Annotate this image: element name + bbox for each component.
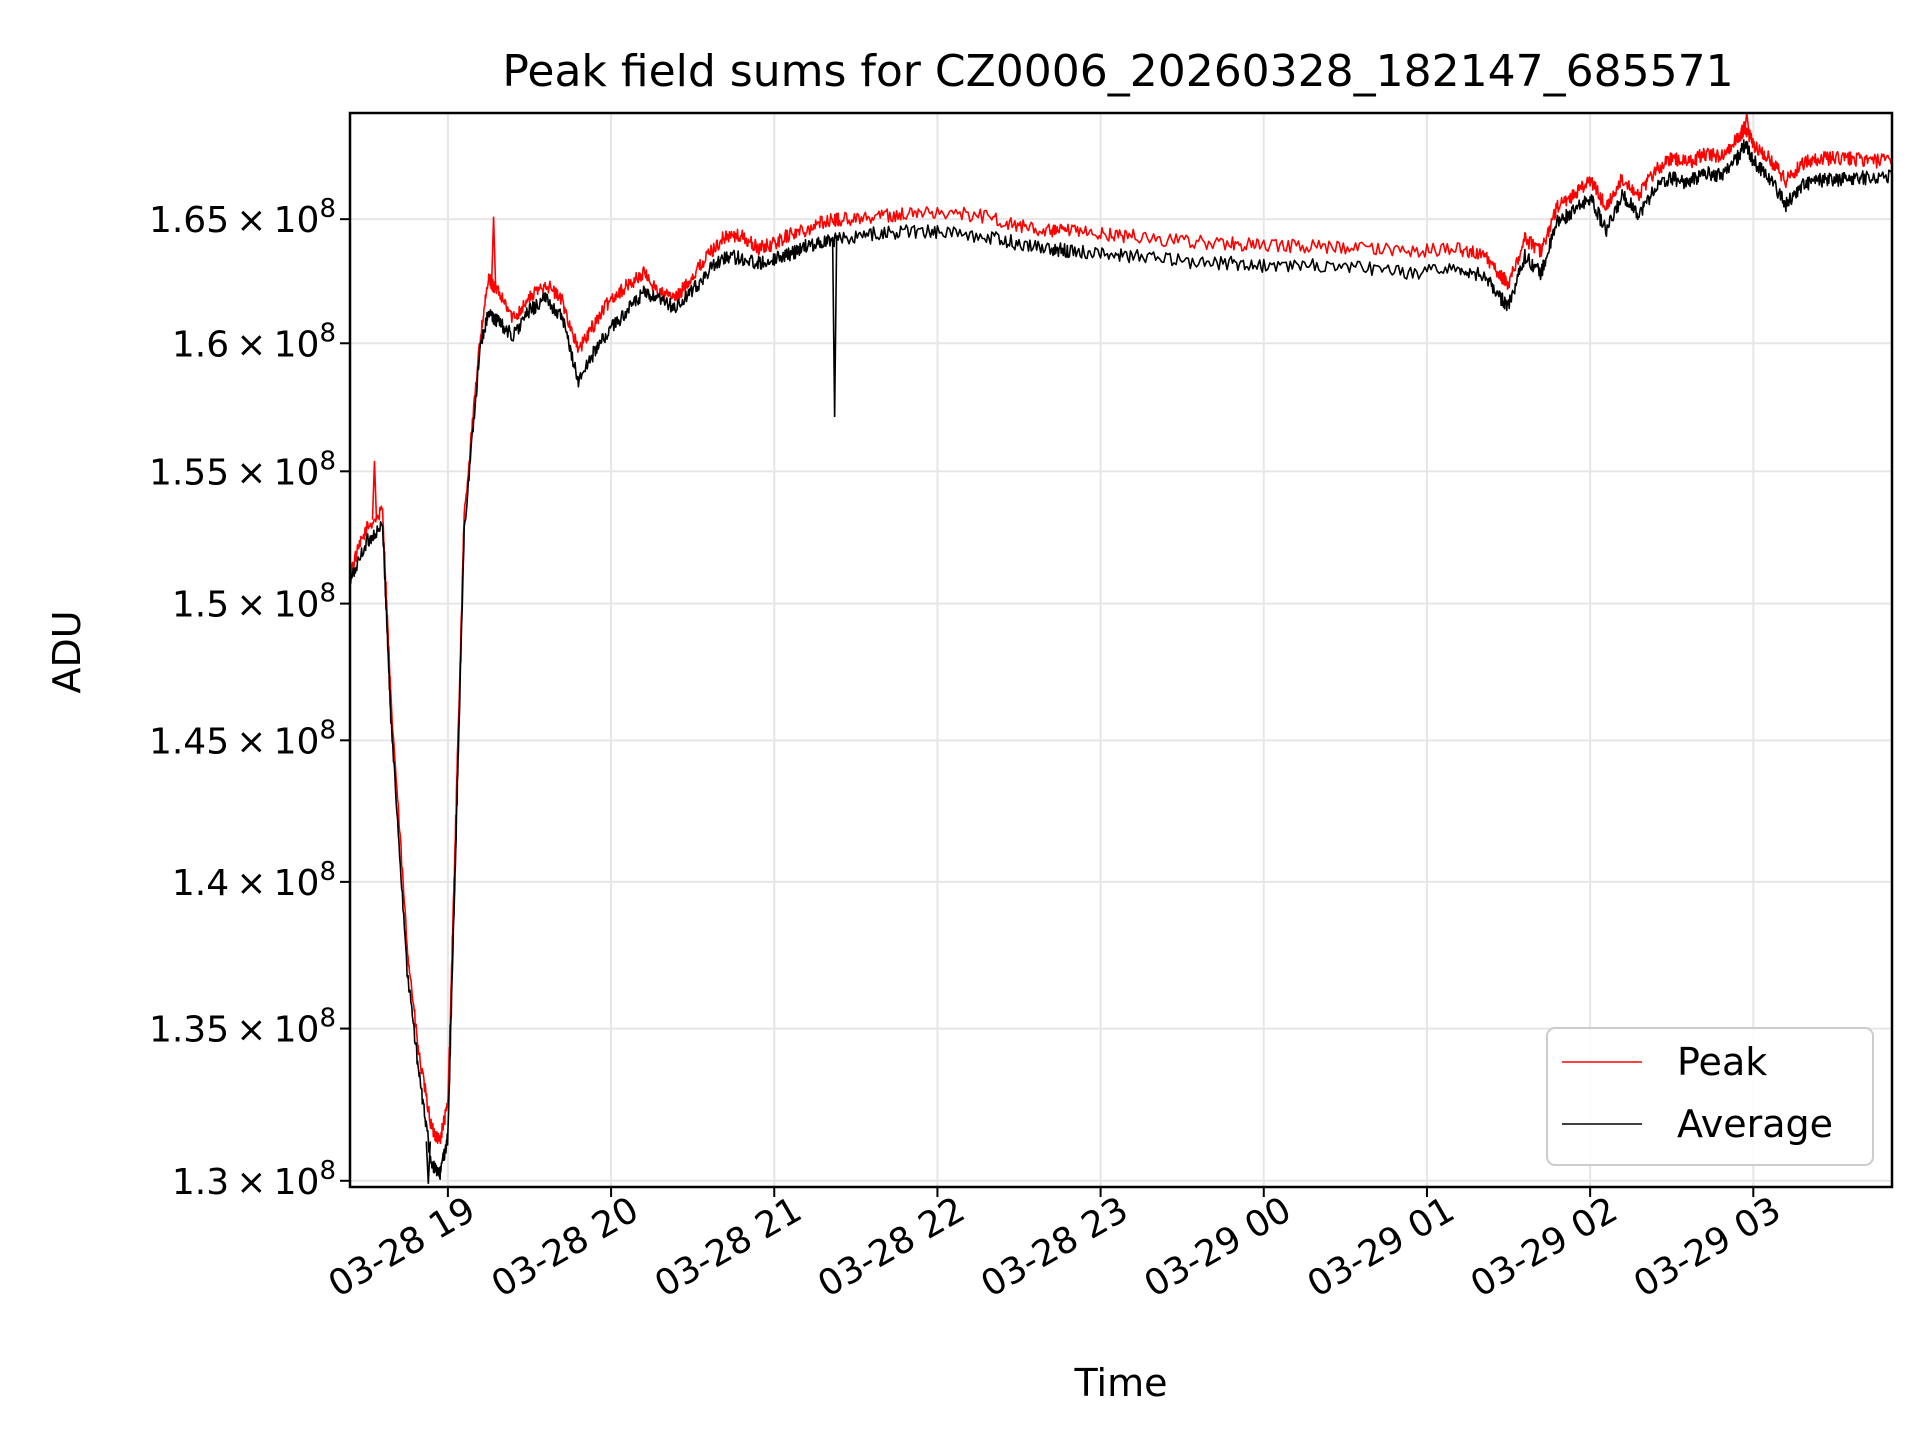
y-tick-label: 1.6 × 108 <box>172 318 336 365</box>
y-axis-label: ADU <box>45 610 89 693</box>
y-axis: 1.3 × 108 1.35 × 108 1.4 × 108 1.45 × 108 1.… <box>149 194 350 1203</box>
x-tick-label: 03-28 19 <box>322 1189 483 1305</box>
series-spike-peak <box>371 460 378 520</box>
y-tick-label: 1.35 × 108 <box>149 1004 336 1051</box>
y-tick-label: 1.5 × 108 <box>172 579 336 626</box>
grid-lines <box>350 113 1892 1187</box>
series-spike-average <box>831 239 838 418</box>
legend-label-average: Average <box>1677 1102 1833 1146</box>
x-axis-label: Time <box>1074 1361 1168 1405</box>
plot-frame <box>348 111 1894 1189</box>
series-spike-peak <box>763 242 769 247</box>
series-spike-peak <box>490 216 497 286</box>
x-tick-label: 03-29 02 <box>1464 1189 1625 1305</box>
legend-label-peak: Peak <box>1677 1040 1767 1084</box>
series-spike-average <box>425 1141 432 1184</box>
plot-series <box>349 112 1893 1184</box>
y-tick-label: 1.4 × 108 <box>172 857 336 904</box>
chart-title: Peak field sums for CZ0006_20260328_1821… <box>502 46 1733 97</box>
x-tick-label: 03-29 03 <box>1627 1189 1788 1305</box>
y-tick-label: 1.65 × 108 <box>149 194 336 241</box>
y-tick-label: 1.3 × 108 <box>172 1156 336 1203</box>
x-tick-label: 03-28 20 <box>485 1189 646 1305</box>
x-tick-label: 03-28 23 <box>974 1189 1135 1305</box>
x-tick-label: 03-28 21 <box>648 1189 809 1305</box>
y-tick-label: 1.55 × 108 <box>149 446 336 493</box>
series-line-peak <box>349 121 1893 1145</box>
x-tick-label: 03-28 22 <box>811 1189 972 1305</box>
y-tick-label: 1.45 × 108 <box>149 715 336 762</box>
x-axis: 03-28 19 03-28 20 03-28 21 03-28 22 03-28 23… <box>322 1187 1788 1306</box>
x-tick-label: 03-29 01 <box>1301 1189 1462 1305</box>
legend: Peak Average <box>1546 1027 1874 1166</box>
series-line-average <box>349 139 1893 1180</box>
x-tick-label: 03-29 00 <box>1138 1189 1299 1305</box>
